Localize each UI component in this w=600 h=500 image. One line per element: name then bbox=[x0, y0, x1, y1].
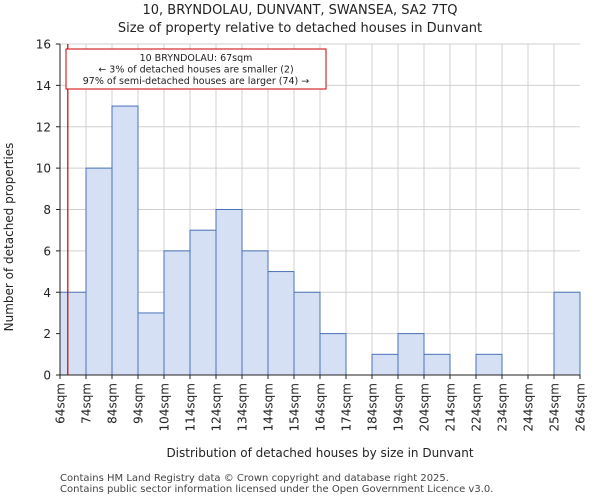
y-tick-label: 16 bbox=[36, 38, 51, 52]
y-tick-label: 2 bbox=[43, 327, 51, 341]
x-tick-label: 64sqm bbox=[54, 383, 68, 424]
x-tick-label: 94sqm bbox=[132, 383, 146, 424]
y-tick-label: 14 bbox=[36, 79, 51, 93]
chart-subtitle: Size of property relative to detached ho… bbox=[117, 21, 483, 36]
x-tick-label: 244sqm bbox=[522, 383, 536, 431]
y-tick-label: 12 bbox=[36, 120, 51, 134]
x-tick-label: 74sqm bbox=[80, 383, 94, 424]
histogram-bar bbox=[59, 291, 87, 376]
histogram-bar bbox=[85, 167, 113, 376]
x-tick-label: 104sqm bbox=[158, 383, 172, 431]
histogram-bar bbox=[241, 250, 269, 376]
x-tick-label: 124sqm bbox=[210, 383, 224, 431]
x-tick-label: 164sqm bbox=[314, 383, 328, 431]
chart-title: 10, BRYNDOLAU, DUNVANT, SWANSEA, SA2 7TQ bbox=[142, 3, 458, 18]
y-tick-label: 10 bbox=[36, 162, 51, 176]
x-tick-label: 114sqm bbox=[184, 383, 198, 431]
histogram-bar bbox=[553, 291, 581, 376]
annotation-box bbox=[65, 48, 327, 90]
histogram-bar bbox=[475, 353, 503, 376]
histogram-bar bbox=[111, 105, 139, 376]
x-axis-label: Distribution of detached houses by size … bbox=[166, 446, 473, 460]
histogram-bar bbox=[423, 353, 451, 376]
histogram-bar bbox=[215, 209, 243, 376]
x-tick-label: 204sqm bbox=[418, 383, 432, 431]
histogram-bar bbox=[189, 229, 217, 376]
footer-licence: Contains public sector information licen… bbox=[60, 484, 494, 495]
annotation-line: ← 3% of detached houses are smaller (2) bbox=[98, 65, 293, 76]
x-tick-label: 194sqm bbox=[392, 383, 406, 431]
y-tick-label: 0 bbox=[43, 369, 51, 383]
histogram-bar bbox=[293, 291, 321, 376]
x-tick-label: 184sqm bbox=[366, 383, 380, 431]
x-tick-label: 254sqm bbox=[548, 383, 562, 431]
x-tick-label: 144sqm bbox=[262, 383, 276, 431]
histogram-chart: 0 2 4 6 8 10 12 14 16 64sqm 74sqm 84sqm 94sqm 104sqm… bbox=[2, 38, 588, 461]
x-tick-label: 264sqm bbox=[574, 383, 588, 431]
x-tick-label: 214sqm bbox=[444, 383, 458, 431]
y-tick-label: 6 bbox=[43, 244, 51, 258]
x-tick-label: 84sqm bbox=[106, 383, 120, 424]
x-tick-label: 224sqm bbox=[470, 383, 484, 431]
histogram-bar bbox=[137, 312, 165, 376]
y-tick-label: 4 bbox=[43, 286, 51, 300]
histogram-bar bbox=[319, 333, 347, 376]
histogram-bar bbox=[371, 353, 399, 376]
x-tick-label: 154sqm bbox=[288, 383, 302, 431]
annotation-line: 10 BRYNDOLAU: 67sqm bbox=[140, 53, 253, 64]
footer-copyright: Contains HM Land Registry data © Crown c… bbox=[60, 473, 449, 484]
y-axis-label: Number of detached properties bbox=[2, 143, 16, 332]
histogram-bar bbox=[267, 271, 295, 376]
histogram-bar bbox=[397, 333, 425, 376]
x-tick-label: 234sqm bbox=[496, 383, 510, 431]
x-tick-label: 134sqm bbox=[236, 383, 250, 431]
y-tick-label: 8 bbox=[43, 203, 51, 217]
histogram-bar bbox=[163, 250, 191, 376]
x-tick-label: 174sqm bbox=[340, 383, 354, 431]
annotation-line: 97% of semi-detached houses are larger (… bbox=[83, 76, 310, 87]
